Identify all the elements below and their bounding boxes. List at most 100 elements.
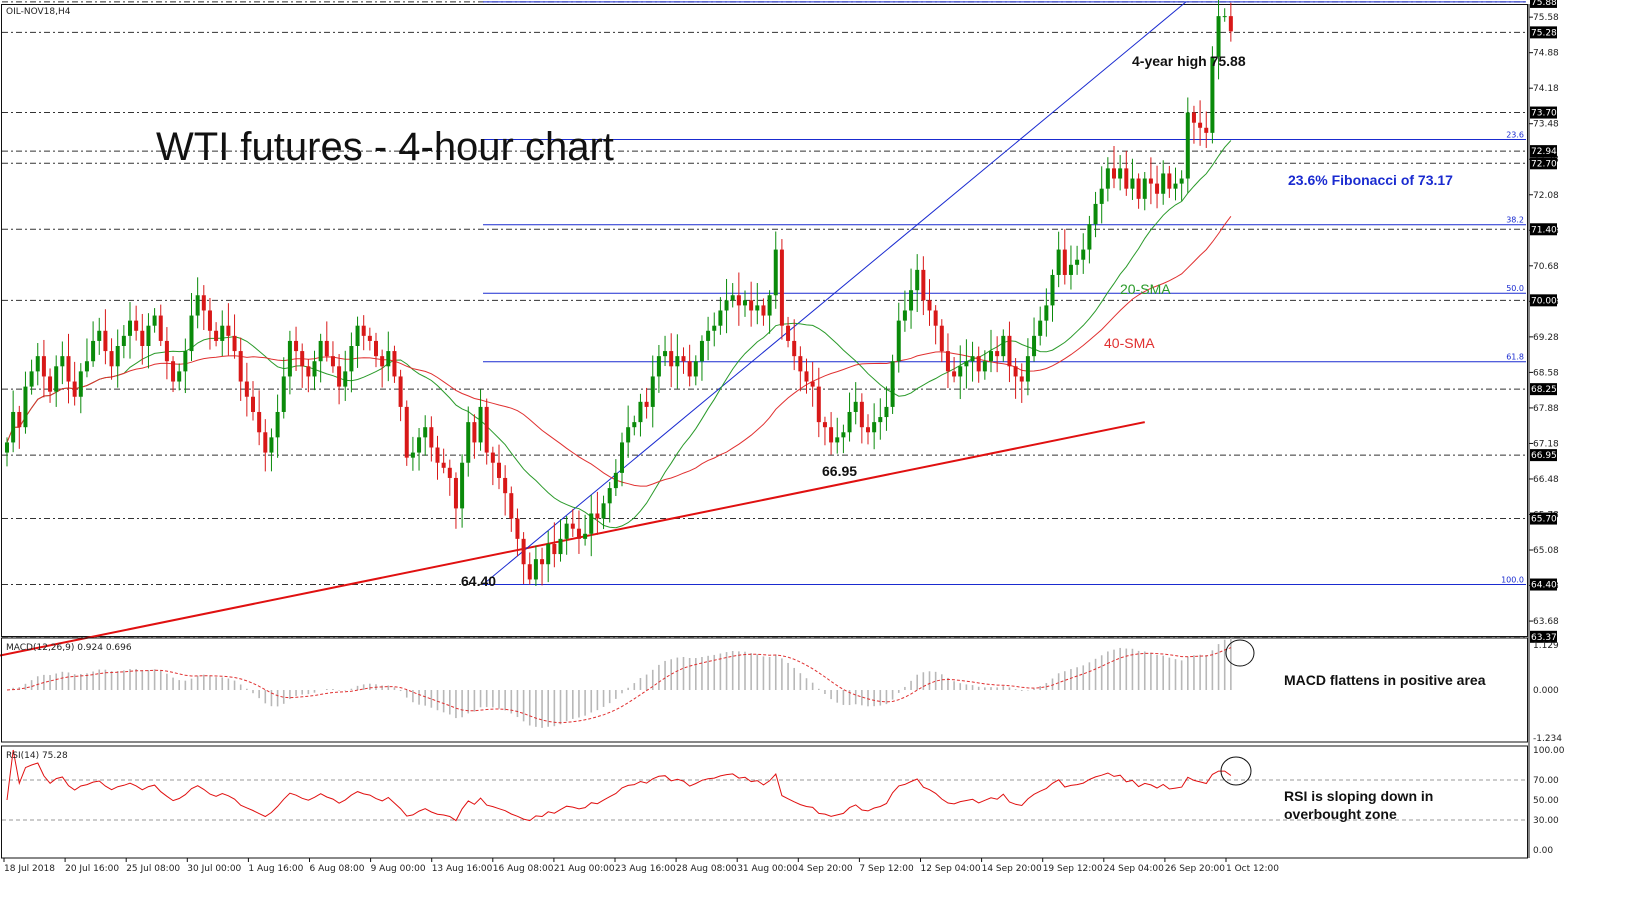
candle [945, 333, 950, 389]
candle [238, 337, 243, 401]
candle [251, 381, 255, 421]
candle [816, 367, 821, 438]
candle-body [306, 366, 311, 377]
candle-body [466, 422, 471, 463]
price-label-text: 72.94 [1531, 147, 1557, 157]
candle [177, 363, 182, 391]
fib-annotation: 23.6% Fibonacci of 73.17 [1288, 172, 1453, 188]
price-label-text: 65.70 [1531, 515, 1557, 525]
candle-body [1105, 168, 1110, 189]
candle-body [380, 356, 385, 367]
fib-label-3: 50.0 [1506, 284, 1524, 293]
candle-body [884, 406, 889, 418]
candle-body [453, 477, 458, 509]
candle [650, 355, 655, 428]
candle [1173, 167, 1178, 201]
candle [337, 354, 342, 405]
candle-body [527, 564, 532, 580]
candle [312, 350, 317, 391]
candle [386, 331, 391, 382]
candle-body [1081, 249, 1086, 260]
candle [890, 354, 895, 414]
candle-body [435, 447, 440, 463]
candle [478, 389, 483, 451]
candle [595, 491, 600, 535]
candle [866, 414, 870, 445]
candle [380, 349, 385, 388]
candle-body [171, 361, 176, 382]
candle-body [410, 452, 415, 458]
candle [35, 343, 40, 386]
candle-body [183, 351, 188, 372]
candle-body [558, 538, 563, 555]
candle [1087, 215, 1092, 264]
price-label-box [1530, 512, 1557, 525]
candle-body [976, 356, 981, 372]
candle [48, 368, 53, 403]
candle [1068, 245, 1073, 290]
candle-body [669, 351, 674, 367]
x-tick-label: 31 Aug 00:00 [737, 864, 798, 874]
candle-body [921, 269, 926, 301]
candle-body [244, 381, 249, 397]
candle [128, 302, 132, 359]
candle-body [263, 432, 268, 453]
candle-body [1068, 264, 1073, 275]
candle-body [417, 437, 422, 453]
candle [398, 369, 403, 422]
candle [663, 335, 668, 367]
candle-body [681, 356, 686, 362]
candle [786, 316, 791, 348]
price-label-box [1530, 145, 1557, 158]
candle-body [767, 295, 772, 316]
candle [349, 332, 354, 393]
candle [952, 357, 957, 383]
candle [749, 281, 754, 327]
y-tick-label: 75.58 [1533, 13, 1559, 23]
candle-body [859, 401, 864, 428]
candle [527, 552, 532, 585]
candle-body [146, 325, 151, 347]
candle [435, 435, 440, 480]
candle-body [718, 310, 723, 326]
candle-body [706, 330, 711, 341]
candle [460, 454, 465, 528]
candle-body [533, 559, 538, 580]
candle-body [933, 310, 938, 326]
candle [773, 231, 778, 309]
x-tick-label: 19 Sep 12:00 [1043, 864, 1103, 874]
x-tick-label: 14 Sep 20:00 [982, 864, 1042, 874]
fib-label-1: 23.6 [1506, 130, 1524, 139]
candle-body [195, 295, 200, 316]
candle [484, 398, 489, 465]
candle [656, 344, 661, 393]
candle-body [736, 295, 741, 306]
candle [23, 371, 28, 434]
macd-note: MACD flattens in positive area [1284, 672, 1486, 688]
candle-body [613, 472, 618, 489]
fib-diagonal-line [482, 1, 1187, 585]
candle-body [540, 559, 545, 565]
y-tick-label: 74.18 [1533, 84, 1559, 94]
candle-body [773, 249, 778, 296]
candle [613, 459, 618, 497]
price-label-box [1530, 383, 1557, 396]
candle [1161, 160, 1166, 205]
x-tick-label: 18 Jul 2018 [4, 864, 55, 874]
y-tick-label: 69.28 [1533, 333, 1559, 343]
candle [84, 338, 89, 378]
rsi-tick-label: 70.00 [1533, 776, 1559, 786]
candle-body [251, 396, 255, 412]
fib-label-0: 0.0 [1511, 0, 1524, 2]
rsi-tick-label: 30.00 [1533, 816, 1559, 826]
candle-body [607, 488, 612, 504]
candle [712, 312, 717, 347]
candle-body [822, 422, 827, 428]
y-tick-label: 67.18 [1533, 439, 1559, 449]
candle-body [374, 340, 378, 357]
candle-body [312, 361, 317, 377]
candle [1075, 245, 1080, 275]
candle-body [109, 351, 114, 367]
candle-body [1222, 16, 1227, 18]
candle-body [964, 361, 969, 367]
